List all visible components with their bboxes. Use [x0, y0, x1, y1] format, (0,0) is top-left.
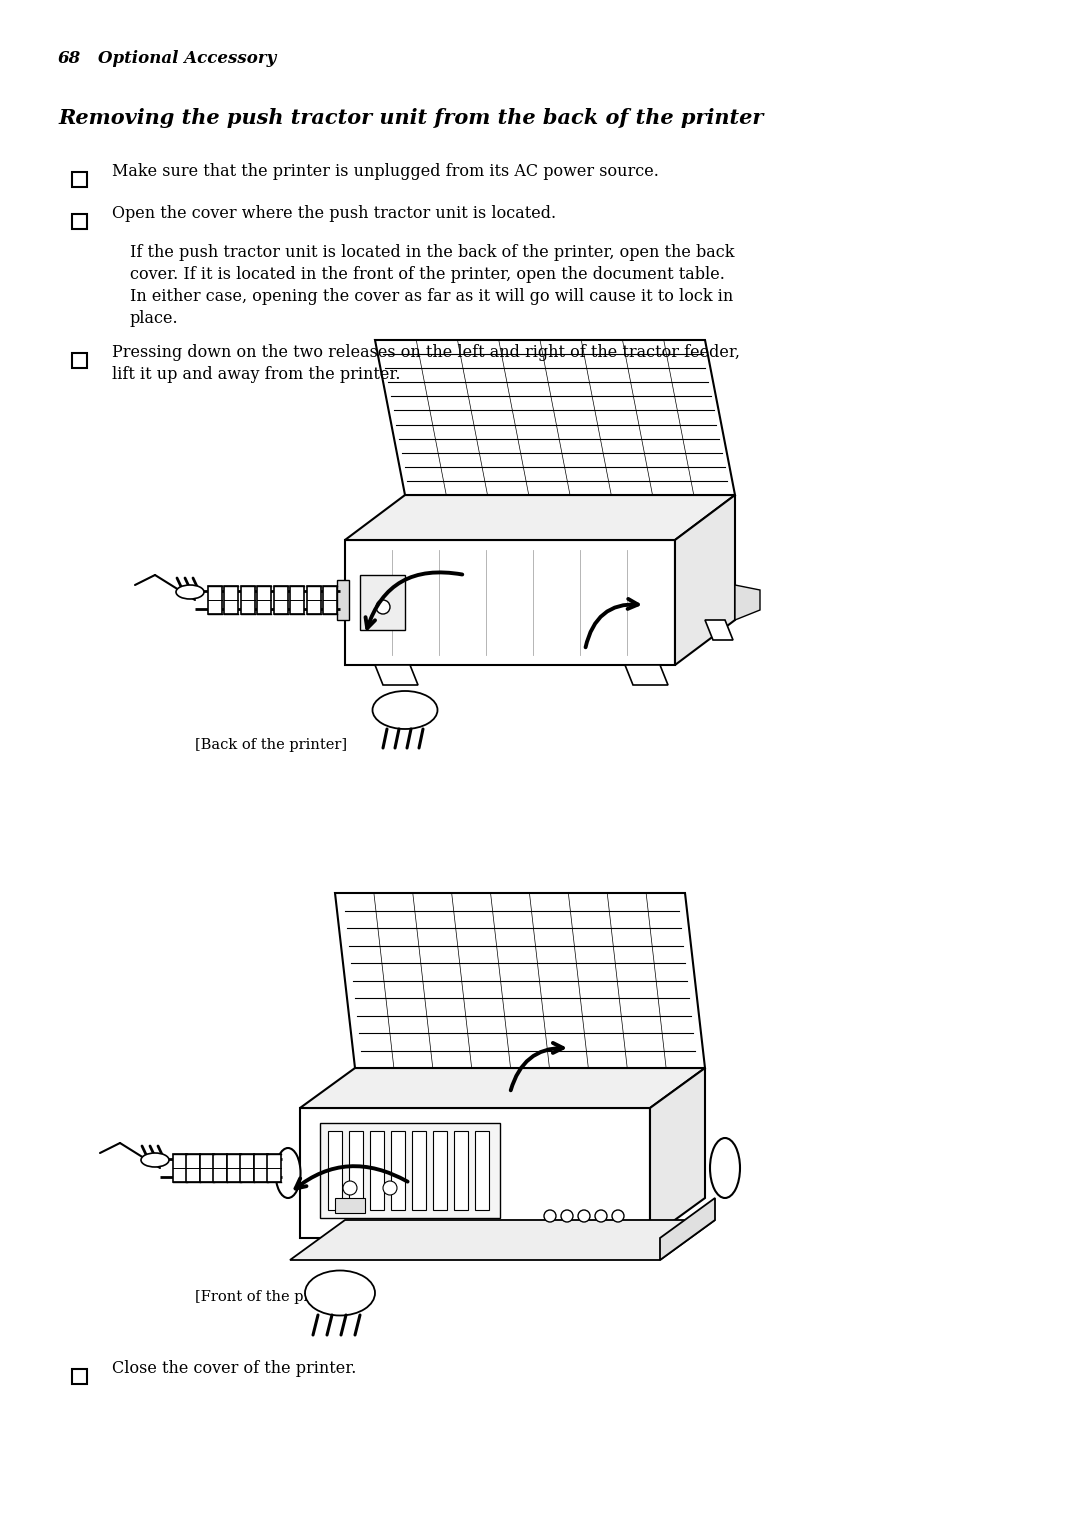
- Text: Make sure that the printer is unplugged from its AC power source.: Make sure that the printer is unplugged …: [112, 164, 659, 180]
- Bar: [454, 1131, 468, 1209]
- Polygon shape: [375, 339, 735, 495]
- Polygon shape: [300, 1067, 705, 1109]
- Bar: [200, 1154, 214, 1182]
- Bar: [213, 1154, 227, 1182]
- Polygon shape: [660, 1199, 715, 1260]
- Bar: [433, 1131, 447, 1209]
- Text: In either case, opening the cover as far as it will go will cause it to lock in: In either case, opening the cover as far…: [130, 287, 733, 304]
- Bar: [225, 586, 239, 615]
- Polygon shape: [291, 1220, 715, 1260]
- Ellipse shape: [275, 1148, 300, 1199]
- Bar: [273, 586, 287, 615]
- Polygon shape: [675, 495, 735, 665]
- Circle shape: [544, 1209, 556, 1222]
- Polygon shape: [300, 1109, 650, 1238]
- Bar: [241, 586, 255, 615]
- Polygon shape: [335, 893, 705, 1067]
- Ellipse shape: [176, 586, 204, 599]
- Bar: [337, 579, 349, 619]
- Circle shape: [595, 1209, 607, 1222]
- Circle shape: [561, 1209, 573, 1222]
- Text: Optional Accessory: Optional Accessory: [98, 50, 276, 67]
- Text: Removing the push tractor unit from the back of the printer: Removing the push tractor unit from the …: [58, 109, 764, 128]
- Ellipse shape: [710, 1138, 740, 1199]
- Circle shape: [343, 1180, 357, 1196]
- Bar: [391, 1131, 405, 1209]
- Bar: [72, 171, 87, 187]
- Ellipse shape: [141, 1153, 168, 1167]
- Text: Pressing down on the two releases on the left and right of the tractor feeder,: Pressing down on the two releases on the…: [112, 344, 740, 361]
- Bar: [291, 586, 305, 615]
- Bar: [320, 1122, 500, 1219]
- Bar: [328, 1131, 342, 1209]
- Bar: [370, 1131, 384, 1209]
- Bar: [360, 575, 405, 630]
- Bar: [240, 1154, 254, 1182]
- Bar: [173, 1154, 187, 1182]
- Bar: [307, 586, 321, 615]
- Polygon shape: [705, 619, 733, 641]
- Polygon shape: [375, 665, 418, 685]
- Bar: [187, 1154, 201, 1182]
- Bar: [349, 1131, 363, 1209]
- Text: place.: place.: [130, 310, 178, 327]
- Circle shape: [612, 1209, 624, 1222]
- Text: cover. If it is located in the front of the printer, open the document table.: cover. If it is located in the front of …: [130, 266, 725, 283]
- Ellipse shape: [305, 1271, 375, 1315]
- Text: If the push tractor unit is located in the back of the printer, open the back: If the push tractor unit is located in t…: [130, 245, 734, 261]
- Circle shape: [376, 599, 390, 615]
- Polygon shape: [625, 665, 669, 685]
- Polygon shape: [650, 1067, 705, 1238]
- Polygon shape: [345, 495, 735, 540]
- Bar: [411, 1131, 426, 1209]
- Text: [Back of the printer]: [Back of the printer]: [195, 739, 347, 752]
- Bar: [335, 1199, 365, 1212]
- Circle shape: [578, 1209, 590, 1222]
- Bar: [267, 1154, 281, 1182]
- Text: lift it up and away from the printer.: lift it up and away from the printer.: [112, 365, 401, 382]
- Text: Close the cover of the printer.: Close the cover of the printer.: [112, 1359, 356, 1378]
- Circle shape: [383, 1180, 397, 1196]
- Bar: [208, 586, 222, 615]
- Bar: [72, 214, 87, 229]
- Polygon shape: [735, 586, 760, 619]
- Bar: [323, 586, 337, 615]
- Ellipse shape: [373, 691, 437, 729]
- Bar: [72, 1368, 87, 1384]
- Text: [Front of the printer]: [Front of the printer]: [195, 1290, 352, 1304]
- Bar: [227, 1154, 241, 1182]
- Bar: [254, 1154, 268, 1182]
- Bar: [72, 353, 87, 368]
- Bar: [257, 586, 271, 615]
- Polygon shape: [345, 540, 675, 665]
- Bar: [475, 1131, 489, 1209]
- Text: 68: 68: [58, 50, 81, 67]
- Text: Open the cover where the push tractor unit is located.: Open the cover where the push tractor un…: [112, 205, 556, 222]
